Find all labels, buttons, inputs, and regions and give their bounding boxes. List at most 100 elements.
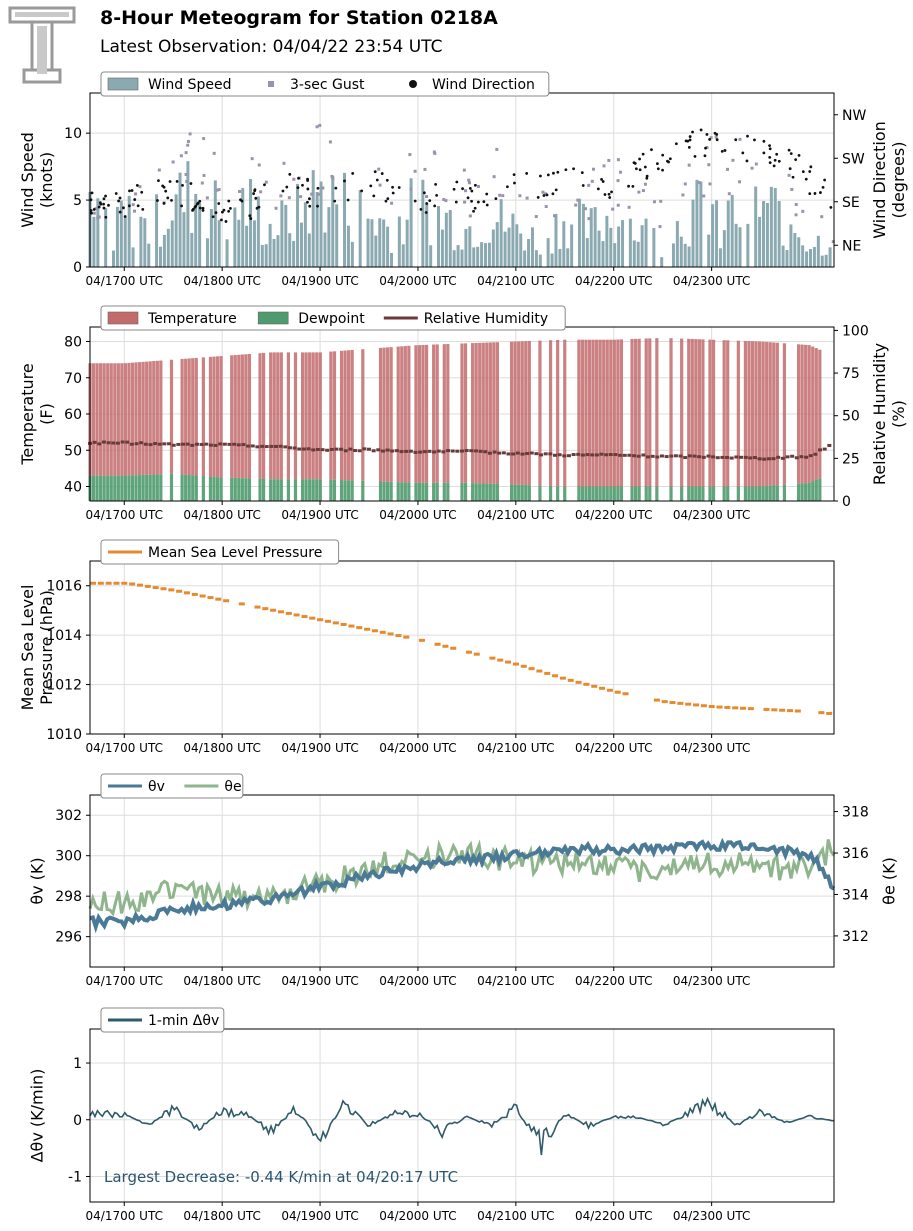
mslp-segment [262,607,269,611]
wind-direction-point [596,187,600,191]
gust-point [727,192,731,196]
wind-direction-point [229,206,232,210]
rh-point [148,443,153,447]
wind-direction-point [745,159,749,163]
rh-point [659,454,664,458]
mslp-segment [818,711,825,715]
dewpoint-bar [152,474,156,501]
wind-direction-point [255,206,259,210]
temperature-bar [446,344,450,483]
wind-direction-point [715,138,719,142]
wind-direction-point [391,185,394,189]
rh-point [520,452,525,456]
legend-label: Wind Speed [148,77,232,93]
temperature-bar [804,344,808,484]
rh-point [376,448,381,452]
wind-direction-point [214,211,218,215]
x-tick-label: 04/2200 UTC [575,741,652,755]
mslp-segment [787,709,794,713]
wind-direction-point [580,171,584,174]
wind-direction-point [189,182,193,185]
plot-frame [89,794,835,968]
y-right-axis-label: θe (K) [880,857,899,905]
rh-point [408,449,413,453]
wind-direction-point [191,207,195,211]
gust-point [330,174,334,178]
rh-point [762,457,767,461]
gust-point [185,179,189,183]
mslp-segment [693,703,700,707]
gust-point [463,200,467,204]
wind-direction-point [397,186,401,189]
rh-point [669,454,674,458]
wind-direction-point [789,152,793,156]
rh-point [715,456,720,460]
wind-direction-point [691,130,694,134]
wind-direction-point [222,208,226,212]
rh-point [776,455,781,459]
wind-direction-point [122,206,125,210]
rh-point [153,442,158,446]
temperature-bar [106,363,110,476]
wind-direction-point [118,196,122,200]
wind-direction-point [386,197,390,201]
temperature-bar [407,345,411,483]
wind-direction-point [768,161,772,165]
mslp-segment [293,613,300,617]
x-tick-label: 04/2300 UTC [673,508,750,522]
rh-point [129,442,134,446]
wind-direction-point [470,199,473,203]
temperature-bar [619,339,624,487]
wind-direction-point [601,180,605,183]
gust-point [592,167,596,171]
wind-direction-point [104,194,107,198]
rh-point [301,447,306,451]
mslp-segment [356,626,363,630]
dewpoint-bar [743,486,748,501]
gust-point [184,172,188,176]
temperature-bar [152,361,156,475]
rh-point [399,450,404,454]
temperature-bar [286,352,290,480]
rh-point [339,447,344,451]
dewpoint-bar [736,486,740,501]
dewpoint-bar [807,482,811,501]
x-tick-label: 04/2100 UTC [477,1209,554,1223]
wind-direction-point [98,201,102,205]
mslp-segment [677,701,684,705]
temperature-bar [123,363,128,476]
wind-direction-point [808,170,812,173]
wind-direction-point [140,190,144,194]
mslp-segment [559,676,566,680]
x-tick-label: 04/1800 UTC [183,1209,260,1223]
rh-point [711,455,716,459]
wind-direction-point [97,205,101,209]
wind-direction-point [788,167,792,171]
rh-point [246,444,251,448]
panel-temp: 04/1700 UTC 04/1800 UTC 04/1900 UTC 04/2000… [18,305,908,522]
legend-label: Relative Humidity [424,311,548,327]
wind-direction-point [809,165,813,169]
temperature-bar [396,346,400,483]
x-tick-label: 04/1700 UTC [86,1209,163,1223]
mslp-segment [763,707,770,711]
dewpoint-bar [286,479,290,501]
temperature-bar [134,362,138,476]
legend-label: 3-sec Gust [290,77,365,93]
wind-direction-point [297,176,300,180]
temperature-bar [318,352,322,480]
rh-point [539,453,544,457]
temperature-bar [116,363,120,476]
temperature-bar [701,339,705,487]
gust-point [587,217,591,221]
gust-point [188,132,192,136]
dewpoint-bar [435,482,439,501]
x-tick-label: 04/2200 UTC [575,1209,652,1223]
rh-point [664,455,669,459]
gust-point [492,175,496,179]
temperature-bar [478,342,482,484]
y-axis-label-line: θv (K) [28,857,47,904]
wind-direction-point [162,201,166,205]
mslp-segment [700,704,707,708]
gust-point [157,168,161,172]
